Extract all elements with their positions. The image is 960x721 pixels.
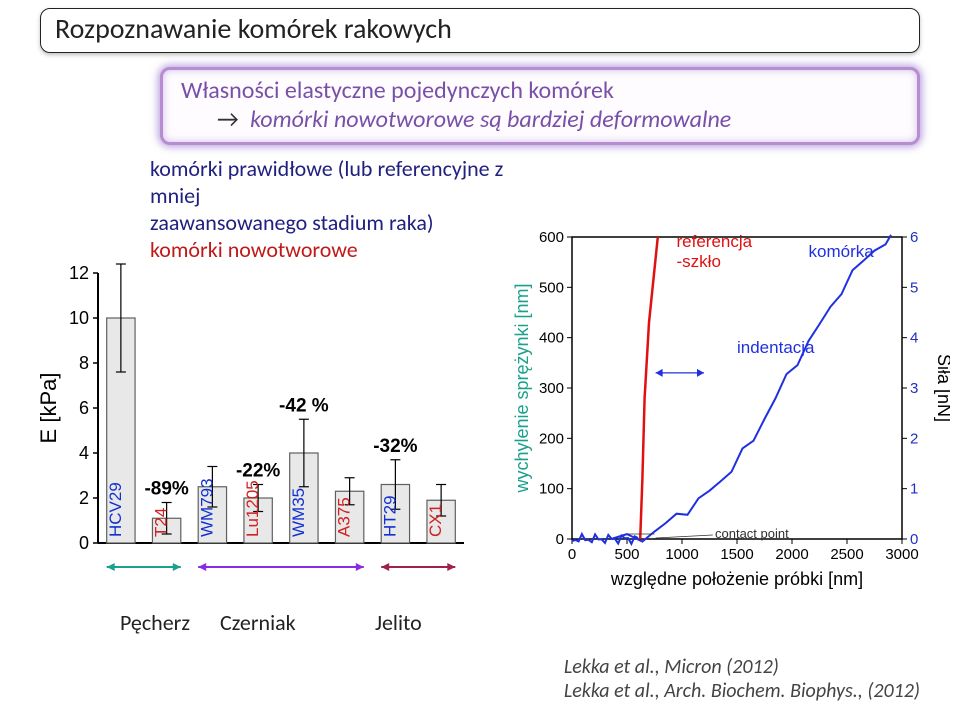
svg-text:HCV29: HCV29 — [106, 482, 125, 537]
svg-text:E [kPa]: E [kPa] — [40, 373, 61, 444]
svg-text:600: 600 — [539, 229, 564, 246]
legend: komórki prawidłowe (lub referencyjne z m… — [150, 155, 510, 263]
svg-text:1500: 1500 — [720, 546, 753, 563]
svg-text:-42 %: -42 % — [279, 395, 329, 416]
svg-text:0: 0 — [79, 533, 89, 553]
legend-ref-1: komórki prawidłowe (lub referencyjne z m… — [150, 155, 510, 209]
force-curve-chart: 0500100015002000250030000100200300400500… — [510, 225, 950, 595]
svg-text:1: 1 — [910, 481, 918, 498]
group-bladder: Pęcherz — [120, 609, 215, 636]
callout-box: Własności elastyczne pojedynczych komóre… — [160, 67, 920, 145]
callout-line1: Własności elastyczne pojedynczych komóre… — [181, 76, 899, 105]
legend-ref-2: zaawansowanego stadium raka) — [150, 209, 510, 236]
svg-text:2: 2 — [79, 488, 89, 508]
svg-text:-22%: -22% — [236, 461, 280, 482]
arrow-icon: → — [217, 105, 239, 134]
svg-text:200: 200 — [539, 430, 564, 447]
svg-text:5: 5 — [910, 279, 918, 296]
svg-text:0: 0 — [910, 531, 918, 548]
callout-line2-text: komórki nowotworowe są bardziej deformow… — [250, 105, 731, 134]
svg-text:0: 0 — [556, 531, 564, 548]
svg-text:WM35: WM35 — [289, 488, 308, 537]
svg-text:HT29: HT29 — [380, 495, 399, 537]
svg-text:10: 10 — [69, 308, 89, 328]
svg-text:A375: A375 — [335, 497, 354, 537]
citation-2: Lekka et al., Arch. Biochem. Biophys., (… — [564, 679, 920, 703]
svg-text:względne położenie próbki [nm]: względne położenie próbki [nm] — [610, 569, 863, 589]
group-labels: Pęcherz Czerniak Jelito — [120, 609, 510, 636]
svg-text:12: 12 — [69, 263, 89, 283]
svg-text:-32%: -32% — [373, 436, 417, 457]
svg-text:3: 3 — [910, 380, 918, 397]
citation-1: Lekka et al., Micron (2012) — [564, 655, 920, 679]
svg-text:8: 8 — [79, 353, 89, 373]
svg-text:wychylenie sprężynki [nm]: wychylenie sprężynki [nm] — [512, 283, 532, 493]
svg-text:-szkło: -szkło — [677, 252, 721, 271]
svg-text:6: 6 — [910, 229, 918, 246]
svg-text:6: 6 — [79, 398, 89, 418]
svg-text:contact point: contact point — [715, 526, 789, 541]
svg-text:T24: T24 — [152, 508, 171, 537]
group-melanoma: Czerniak — [220, 609, 370, 636]
svg-text:Lu1205: Lu1205 — [243, 480, 262, 537]
svg-text:referencja: referencja — [677, 232, 753, 251]
svg-text:-89%: -89% — [144, 479, 188, 500]
svg-text:1000: 1000 — [665, 546, 698, 563]
svg-text:CX1: CX1 — [426, 504, 445, 537]
svg-text:0: 0 — [568, 546, 576, 563]
svg-text:400: 400 — [539, 330, 564, 347]
citations: Lekka et al., Micron (2012) Lekka et al.… — [564, 655, 920, 703]
svg-text:2500: 2500 — [830, 546, 863, 563]
svg-text:Siła [nN]: Siła [nN] — [934, 354, 950, 422]
svg-text:300: 300 — [539, 380, 564, 397]
group-colon: Jelito — [375, 609, 455, 636]
bar-chart: 024681012E [kPa]HCV29T24-89%WM793Lu1205-… — [40, 263, 470, 603]
svg-text:2: 2 — [910, 430, 918, 447]
svg-text:500: 500 — [614, 546, 639, 563]
svg-text:4: 4 — [910, 330, 918, 347]
page-title: Rozpoznawanie komórek rakowych — [40, 8, 920, 53]
svg-text:3000: 3000 — [885, 546, 918, 563]
callout-line2: → komórki nowotworowe są bardziej deform… — [217, 105, 899, 134]
legend-cancer: komórki nowotworowe — [150, 236, 510, 263]
svg-text:2000: 2000 — [775, 546, 808, 563]
svg-text:4: 4 — [79, 443, 89, 463]
svg-text:100: 100 — [539, 481, 564, 498]
svg-text:500: 500 — [539, 279, 564, 296]
page-title-text: Rozpoznawanie komórek rakowych — [55, 11, 452, 46]
svg-text:komórka: komórka — [809, 242, 875, 261]
svg-text:indentacja: indentacja — [737, 338, 815, 357]
svg-text:WM793: WM793 — [197, 478, 216, 537]
